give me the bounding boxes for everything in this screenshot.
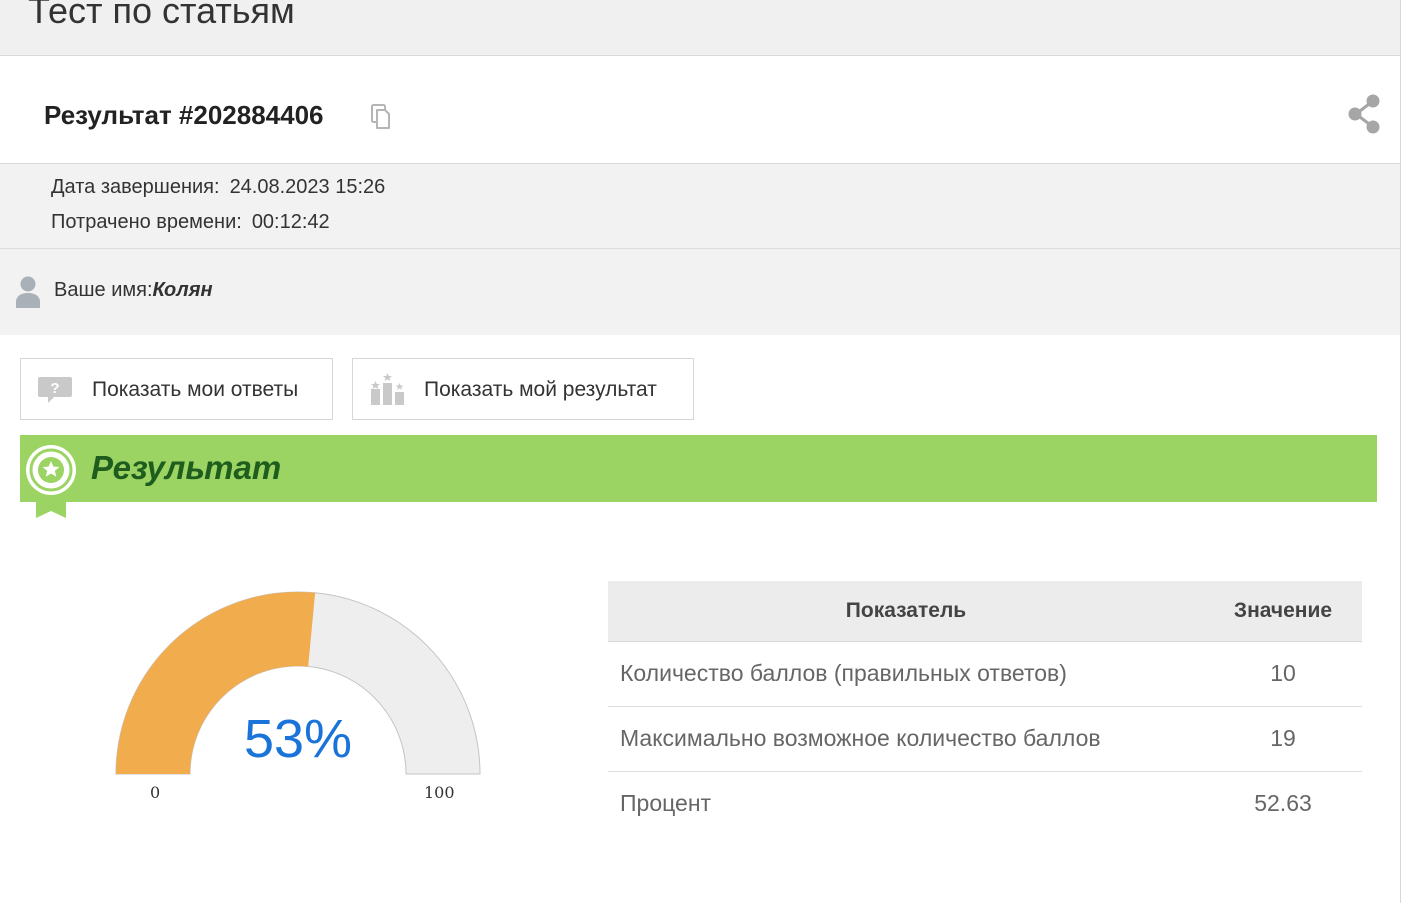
result-banner: Результат: [20, 435, 1377, 502]
row-label: Количество баллов (правильных ответов): [608, 641, 1204, 707]
row-value: 52.63: [1254, 790, 1312, 817]
question-bubble-icon: ?: [37, 373, 75, 407]
column-header-value: Значение: [1204, 581, 1362, 642]
finish-date-row: Дата завершения: 24.08.2023 15:26: [51, 176, 385, 199]
row-value: 10: [1204, 641, 1362, 707]
gauge-fill: [116, 592, 316, 774]
table-row: Максимально возможное количество баллов …: [608, 706, 1362, 772]
user-name-text: Ваше имя:Колян: [54, 279, 213, 302]
page-title: Тест по статьям: [28, 0, 295, 31]
share-icon[interactable]: [1345, 92, 1385, 136]
show-result-button[interactable]: Показать мой результат: [352, 358, 694, 420]
gauge-chart: [115, 591, 481, 775]
award-ribbon-icon: [24, 443, 78, 519]
result-stats-table: Показатель Значение Количество баллов (п…: [608, 581, 1362, 836]
result-gauge: 53% 0 100: [100, 570, 500, 810]
row-label: Процент: [620, 790, 712, 817]
gauge-min-label: 0: [150, 783, 161, 802]
column-header-indicator: Показатель: [608, 581, 1204, 642]
finish-date-label: Дата завершения:: [51, 176, 220, 198]
show-answers-label: Показать мои ответы: [92, 378, 299, 401]
svg-text:?: ?: [50, 380, 59, 397]
gauge-max-label: 100: [424, 783, 455, 802]
user-icon: [14, 275, 42, 309]
result-meta: Дата завершения: 24.08.2023 15:26 Потраче…: [0, 164, 1400, 249]
result-title: Результат #202884406: [44, 100, 324, 130]
table-row: Количество баллов (правильных ответов) 1…: [608, 641, 1362, 707]
gauge-percent: 53%: [243, 709, 353, 769]
user-name-label: Ваше имя:: [54, 279, 153, 301]
show-result-label: Показать мой результат: [424, 378, 657, 401]
time-spent-value: 00:12:42: [251, 211, 330, 233]
podium-icon: [369, 373, 407, 407]
user-name-bar: Ваше имя:Колян: [0, 249, 1400, 335]
table-header-row: Показатель Значение: [608, 581, 1362, 642]
table-row: Процент 52.63: [608, 771, 1362, 836]
row-label: Максимально возможное количество баллов: [608, 706, 1204, 772]
copy-icon[interactable]: [370, 104, 392, 130]
result-header: Результат #202884406: [0, 56, 1400, 164]
user-name-value: Колян: [152, 279, 213, 301]
scrollbar[interactable]: [1400, 0, 1416, 903]
time-spent-label: Потрачено времени:: [51, 211, 242, 233]
top-bar: Тест по статьям: [0, 0, 1400, 56]
result-banner-title: Результат: [91, 449, 282, 486]
row-value: 19: [1204, 706, 1362, 772]
finish-date-value: 24.08.2023 15:26: [229, 176, 386, 198]
show-answers-button[interactable]: ? Показать мои ответы: [20, 358, 333, 420]
time-spent-row: Потрачено времени: 00:12:42: [51, 211, 330, 234]
